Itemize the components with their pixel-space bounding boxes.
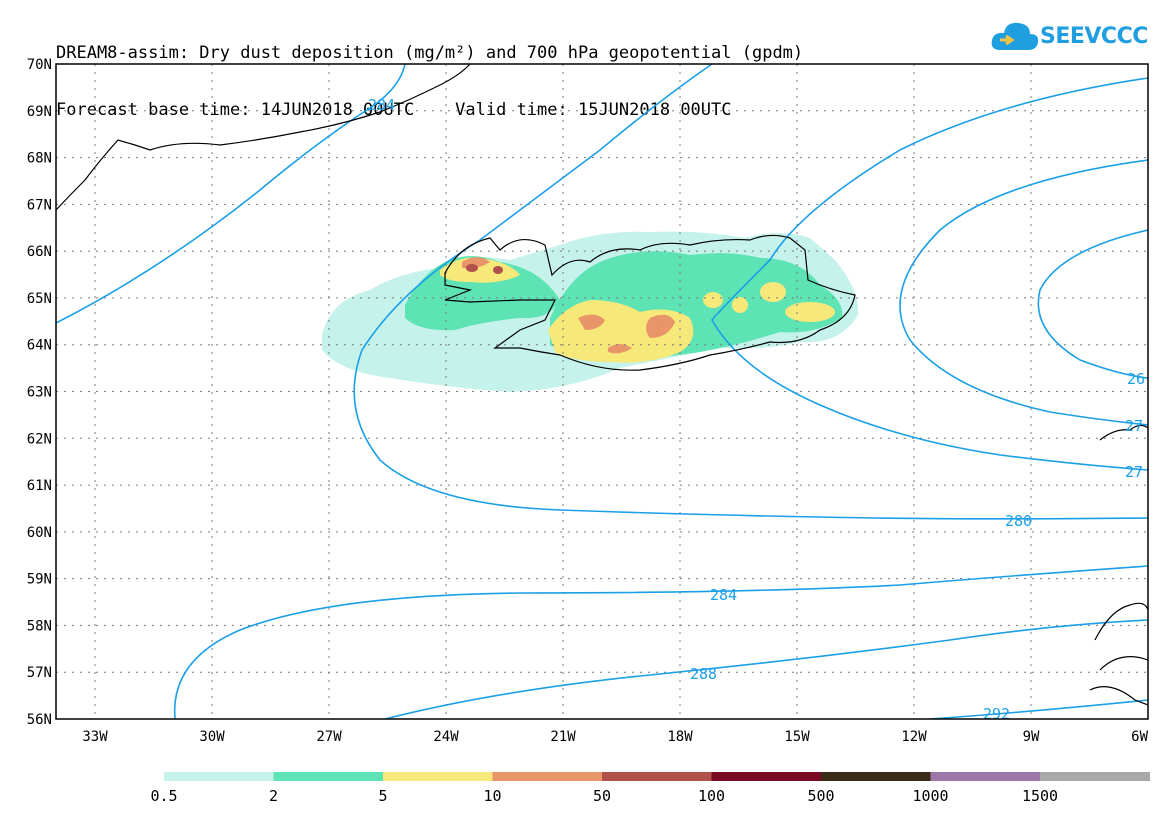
lat-label: 68N — [27, 151, 52, 167]
contour-272 — [899, 159, 1148, 426]
legend-label: 0.5 — [150, 787, 177, 805]
lon-label: 21W — [550, 729, 576, 745]
contour-label: 27 — [1125, 417, 1143, 435]
lat-label: 56N — [27, 712, 52, 728]
contour-label: 26 — [1127, 370, 1145, 388]
lat-label: 67N — [27, 197, 52, 213]
dust-level-10a — [578, 314, 605, 330]
seevccc-logo: SEEVCCC — [990, 18, 1150, 58]
coast-iceland — [444, 234, 856, 371]
contour-label: 280 — [1005, 512, 1032, 530]
lat-label: 63N — [27, 385, 52, 401]
legend-label: 50 — [593, 787, 611, 805]
lon-label: 24W — [433, 729, 459, 745]
lon-label: 6W — [1131, 729, 1148, 745]
dust-level-5e — [785, 302, 835, 322]
dust-level-50b — [493, 266, 503, 274]
logo-text: SEEVCCC — [1040, 24, 1148, 49]
legend-label: 2 — [269, 787, 278, 805]
lat-label: 58N — [27, 618, 52, 634]
legend-swatch — [1040, 772, 1150, 781]
dust-level-5d — [703, 292, 723, 308]
legend-swatch — [383, 772, 493, 781]
graticule — [56, 64, 1148, 719]
lat-label: 69N — [27, 104, 52, 120]
lat-label: 66N — [27, 244, 52, 260]
contour-280-main — [353, 64, 1148, 520]
dust-level-5b — [440, 257, 520, 283]
dust-level-10b — [646, 314, 675, 338]
legend-swatch — [821, 772, 931, 781]
lon-label: 33W — [82, 729, 108, 745]
legend-swatch — [930, 772, 1041, 781]
legend-label: 1000 — [912, 787, 948, 805]
latitude-labels: 70N 69N 68N 67N 66N 65N 64N 63N 62N 61N 60N 59N 58N 5… — [27, 57, 52, 728]
legend-swatch — [602, 772, 712, 781]
lon-label: 15W — [784, 729, 810, 745]
legend-labels: 0.5 2 5 10 50 100 500 1000 1500 — [150, 787, 1058, 805]
coast-scotland — [1089, 602, 1149, 706]
coastlines — [55, 63, 1149, 706]
lat-label: 70N — [27, 57, 52, 73]
dust-deposition-field — [322, 231, 859, 392]
dust-level-10c — [608, 344, 632, 354]
lat-label: 65N — [27, 291, 52, 307]
dust-level-5c — [760, 282, 786, 302]
legend-swatch — [164, 772, 274, 781]
contour-288 — [384, 619, 1148, 719]
legend-label: 100 — [698, 787, 725, 805]
lat-label: 57N — [27, 665, 52, 681]
longitude-labels: 33W 30W 27W 24W 21W 18W 15W 12W 9W 6W — [82, 729, 1148, 745]
contour-label: 288 — [690, 665, 717, 683]
lat-label: 61N — [27, 478, 52, 494]
lon-label: 18W — [667, 729, 693, 745]
lat-label: 62N — [27, 431, 52, 447]
color-legend — [164, 772, 1150, 781]
dust-level-5f — [732, 297, 748, 313]
title-line-1: DREAM8-assim: Dry dust deposition (mg/m²… — [56, 43, 804, 63]
contour-label: 27 — [1125, 463, 1143, 481]
cloud-icon — [991, 22, 1039, 50]
contour-label: 284 — [368, 96, 395, 114]
legend-label: 500 — [807, 787, 834, 805]
contour-284-north — [56, 64, 406, 324]
lon-label: 12W — [901, 729, 927, 745]
legend-swatch — [492, 772, 603, 781]
contour-label-group: 284 280 284 288 292 26 27 27 — [368, 96, 1145, 723]
lon-label: 9W — [1023, 729, 1040, 745]
lon-label: 30W — [199, 729, 225, 745]
legend-label: 1500 — [1022, 787, 1058, 805]
legend-swatch — [273, 772, 384, 781]
title-line-2: Forecast base time: 14JUN2018 00UTC Vali… — [56, 100, 732, 120]
map-title: DREAM8-assim: Dry dust deposition (mg/m²… — [56, 6, 803, 139]
legend-label: 5 — [378, 787, 387, 805]
contour-label: 292 — [983, 705, 1010, 723]
dust-level-50a — [466, 264, 478, 272]
contour-268 — [1037, 229, 1148, 379]
contour-284-south — [173, 565, 1148, 719]
legend-swatch — [711, 772, 822, 781]
contour-292 — [929, 699, 1148, 719]
coast-greenland — [55, 63, 471, 211]
lat-label: 59N — [27, 572, 52, 588]
contour-label: 284 — [710, 586, 737, 604]
lat-label: 60N — [27, 525, 52, 541]
map-frame — [55, 63, 1149, 720]
lat-label: 64N — [27, 338, 52, 354]
coast-faroe — [1099, 424, 1149, 441]
contour-276 — [711, 77, 1148, 471]
lon-label: 27W — [316, 729, 342, 745]
geopotential-contours — [56, 64, 1148, 719]
legend-label: 10 — [483, 787, 501, 805]
